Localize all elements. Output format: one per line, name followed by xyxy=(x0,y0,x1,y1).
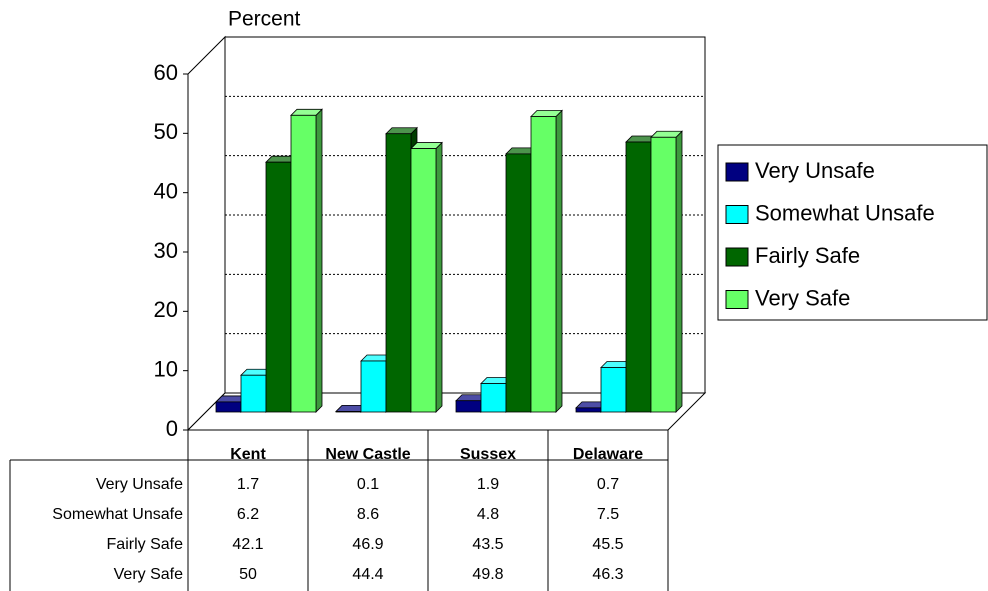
bar xyxy=(265,161,292,413)
bar-top xyxy=(290,108,323,116)
bar xyxy=(600,367,627,413)
table-cell: 42.1 xyxy=(232,536,263,553)
bar xyxy=(625,141,652,413)
category-label: Kent xyxy=(230,446,266,463)
side-wall xyxy=(187,35,226,432)
table-cell: 49.8 xyxy=(472,566,503,583)
y-tick-label: 20 xyxy=(154,297,178,322)
legend-swatch xyxy=(725,247,749,267)
table-cell: 6.2 xyxy=(237,506,259,523)
bar-top xyxy=(530,110,563,117)
table-cell: 7.5 xyxy=(597,506,619,523)
table-cell: 43.5 xyxy=(472,536,503,553)
table-row-label: Very Safe xyxy=(114,566,183,583)
axis-title: Percent xyxy=(228,8,301,31)
table-cell: 8.6 xyxy=(357,506,379,523)
bar xyxy=(410,148,437,413)
bar-side xyxy=(315,108,323,413)
category-label: Sussex xyxy=(460,446,516,463)
table-cell: 50 xyxy=(239,566,257,583)
legend-box xyxy=(717,144,988,321)
bar-top xyxy=(650,130,683,138)
table-cell: 44.4 xyxy=(352,566,383,583)
y-tick-label: 50 xyxy=(154,119,178,144)
table-cell: 46.3 xyxy=(592,566,623,583)
bar-top xyxy=(385,127,418,135)
bar xyxy=(215,401,242,413)
category-label: Delaware xyxy=(573,446,643,463)
bar xyxy=(650,136,677,413)
table-row-label: Very Unsafe xyxy=(96,476,183,493)
legend-swatch xyxy=(725,205,749,224)
table-row-label: Somewhat Unsafe xyxy=(52,506,183,523)
category-label: New Castle xyxy=(325,446,410,463)
data-table xyxy=(9,430,669,591)
bar xyxy=(530,116,557,413)
bar xyxy=(455,400,482,413)
legend-swatch xyxy=(725,162,749,182)
legend-label: Very Unsafe xyxy=(755,158,875,183)
y-tick-label: 10 xyxy=(154,356,178,381)
bar xyxy=(290,114,317,413)
table-cell: 4.8 xyxy=(477,506,499,523)
bar-side xyxy=(675,130,683,413)
table-cell: 46.9 xyxy=(352,536,383,553)
legend-label: Very Safe xyxy=(755,285,850,310)
bar xyxy=(480,383,507,413)
table-row-label: Fairly Safe xyxy=(107,536,184,553)
table-cell: 45.5 xyxy=(592,536,623,553)
table-cell: 0.7 xyxy=(597,476,619,493)
bar xyxy=(505,153,532,413)
bar xyxy=(240,374,267,413)
bar-top xyxy=(410,142,443,149)
bar xyxy=(385,133,412,413)
bar-side xyxy=(435,141,443,413)
bar xyxy=(335,411,362,413)
y-tick-label: 30 xyxy=(154,238,178,263)
legend-label: Fairly Safe xyxy=(755,243,860,268)
bar xyxy=(360,360,387,413)
legend-label: Somewhat Unsafe xyxy=(755,200,935,225)
table-cell: 1.9 xyxy=(477,476,499,493)
table-cell: 1.7 xyxy=(237,476,259,493)
y-tick-label: 0 xyxy=(166,416,178,441)
y-tick-label: 60 xyxy=(154,60,178,85)
y-tick-label: 40 xyxy=(154,178,178,203)
bar-side xyxy=(555,109,563,413)
bar xyxy=(575,407,602,413)
legend-swatch xyxy=(725,290,749,309)
table-cell: 0.1 xyxy=(357,476,379,493)
